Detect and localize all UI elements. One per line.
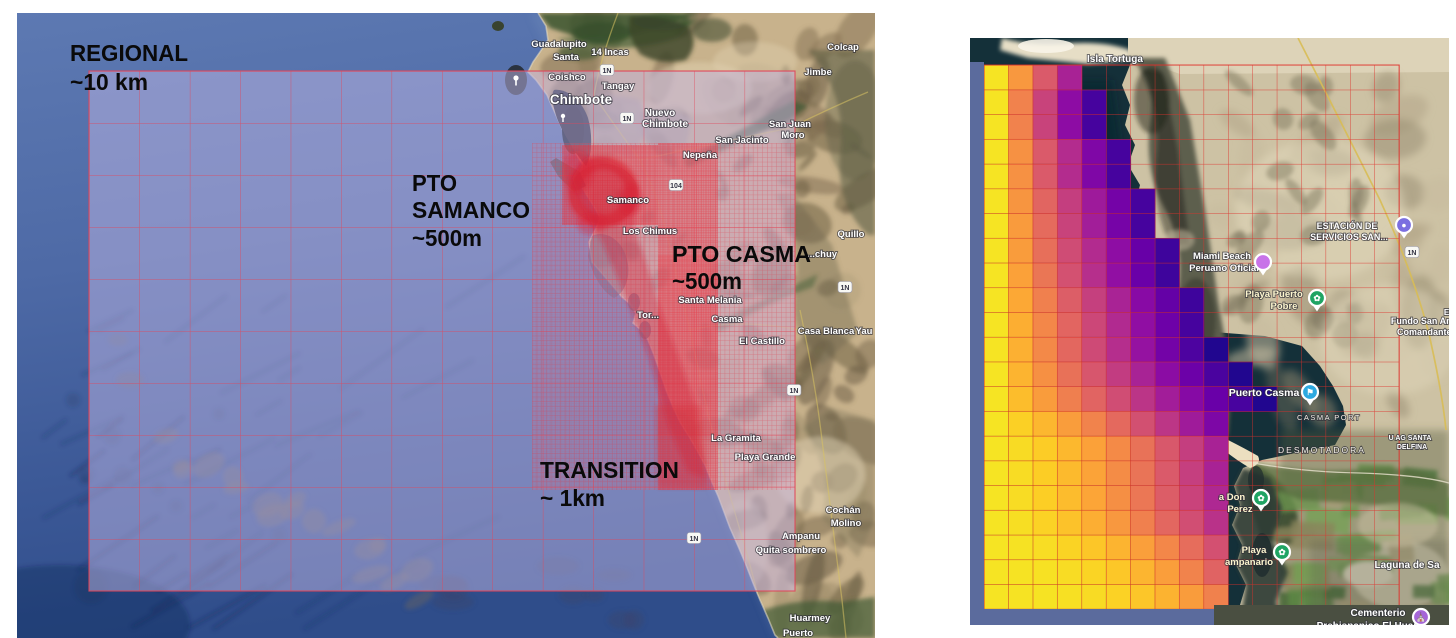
svg-text:Nuevo: Nuevo <box>645 108 676 119</box>
svg-text:TRANSITION: TRANSITION <box>540 457 679 483</box>
svg-text:Puerto: Puerto <box>783 628 813 638</box>
svg-text:PTO: PTO <box>412 170 457 196</box>
svg-text:Isla Tortuga: Isla Tortuga <box>1087 54 1143 65</box>
svg-text:SAMANCO: SAMANCO <box>412 197 530 223</box>
svg-text:Playa Grande: Playa Grande <box>735 452 796 463</box>
svg-text:●: ● <box>1401 220 1406 230</box>
svg-text:DESMOTADORA: DESMOTADORA <box>1278 445 1366 455</box>
svg-text:Chimbote: Chimbote <box>550 92 613 107</box>
svg-text:ampanario: ampanario <box>1225 557 1273 568</box>
svg-text:DELFINA: DELFINA <box>1397 444 1427 451</box>
svg-text:Playa Puerto: Playa Puerto <box>1245 289 1303 300</box>
svg-text:Los Chimus: Los Chimus <box>623 226 677 237</box>
svg-text:Pobre: Pobre <box>1271 301 1298 312</box>
svg-text:~10 km: ~10 km <box>70 69 148 95</box>
svg-text:1N: 1N <box>790 388 799 395</box>
svg-text:Cochán: Cochán <box>826 505 861 516</box>
svg-text:Nepeña: Nepeña <box>683 150 718 161</box>
svg-text:1N: 1N <box>841 285 850 292</box>
svg-text:Colcap: Colcap <box>827 42 859 53</box>
svg-text:Cementerio: Cementerio <box>1350 608 1405 619</box>
svg-text:Moro: Moro <box>781 130 804 141</box>
svg-text:1N: 1N <box>690 536 699 543</box>
svg-text:a Don: a Don <box>1219 492 1246 503</box>
svg-text:Quita sombrero: Quita sombrero <box>756 545 827 556</box>
svg-text:Quillo: Quillo <box>838 229 865 240</box>
svg-text:Casma: Casma <box>711 314 743 325</box>
svg-text:✿: ✿ <box>1278 547 1286 557</box>
svg-text:Samanco: Samanco <box>607 195 649 206</box>
svg-text:ESTACIÓN DE: ESTACIÓN DE <box>1317 220 1378 231</box>
svg-text:Tor...: Tor... <box>637 310 659 321</box>
svg-text:Yau: Yau <box>856 326 873 337</box>
svg-text:Santa: Santa <box>553 52 580 63</box>
svg-text:Santa Melania: Santa Melania <box>678 295 742 306</box>
svg-text:Playa: Playa <box>1242 545 1268 556</box>
svg-text:~500m: ~500m <box>672 268 742 294</box>
svg-text:Prehispanico El Huaro: Prehispanico El Huaro <box>1317 621 1424 632</box>
svg-text:✿: ✿ <box>1257 493 1265 503</box>
svg-text:Chimbote: Chimbote <box>642 119 689 130</box>
svg-text:Comandante...: Comandante... <box>1397 327 1456 337</box>
svg-text:Laguna de Sa: Laguna de Sa <box>1374 560 1439 571</box>
svg-text:Peruano Oficial: Peruano Oficial <box>1189 263 1259 274</box>
svg-text:~500m: ~500m <box>412 225 482 251</box>
svg-text:1N: 1N <box>623 116 632 123</box>
svg-text:Miami Beach: Miami Beach <box>1193 251 1251 262</box>
svg-text:SERVICIOS SAN...: SERVICIOS SAN... <box>1310 232 1388 242</box>
svg-text:14 Incas: 14 Incas <box>591 47 629 58</box>
svg-text:U AG SANTA: U AG SANTA <box>1389 435 1432 442</box>
svg-text:Perez: Perez <box>1227 504 1253 515</box>
svg-text:1N: 1N <box>603 68 612 75</box>
svg-text:Jimbe: Jimbe <box>804 67 831 78</box>
svg-text:Casa Blanca: Casa Blanca <box>798 326 855 337</box>
svg-text:Huarmey: Huarmey <box>790 613 831 624</box>
svg-text:San Juan: San Juan <box>769 119 811 130</box>
svg-text:~ 1km: ~ 1km <box>540 485 605 511</box>
svg-text:San Jacinto: San Jacinto <box>715 135 769 146</box>
svg-text:Fundo San An...: Fundo San An... <box>1391 316 1456 326</box>
svg-text:Guadalupito: Guadalupito <box>531 39 587 50</box>
svg-text:104: 104 <box>670 183 682 190</box>
svg-text:1N: 1N <box>1408 250 1417 257</box>
svg-text:⛪: ⛪ <box>1416 612 1427 622</box>
svg-text:⚑: ⚑ <box>1306 387 1314 397</box>
svg-text:Coishco: Coishco <box>548 72 586 83</box>
svg-text:El Castillo: El Castillo <box>739 336 785 347</box>
svg-text:PTO CASMA: PTO CASMA <box>672 241 811 267</box>
svg-text:Tangay: Tangay <box>602 81 635 92</box>
svg-text:EL: EL <box>1444 308 1454 317</box>
svg-text:CASMA PORT: CASMA PORT <box>1297 413 1361 422</box>
svg-text:Ampanu: Ampanu <box>782 531 820 542</box>
svg-text:✿: ✿ <box>1313 293 1321 303</box>
svg-text:...chuy: ...chuy <box>807 249 838 260</box>
svg-text:Puerto Casma: Puerto Casma <box>1229 387 1300 399</box>
svg-text:Molino: Molino <box>831 518 862 529</box>
svg-text:La Gramita: La Gramita <box>711 433 761 444</box>
svg-text:REGIONAL: REGIONAL <box>70 40 188 66</box>
